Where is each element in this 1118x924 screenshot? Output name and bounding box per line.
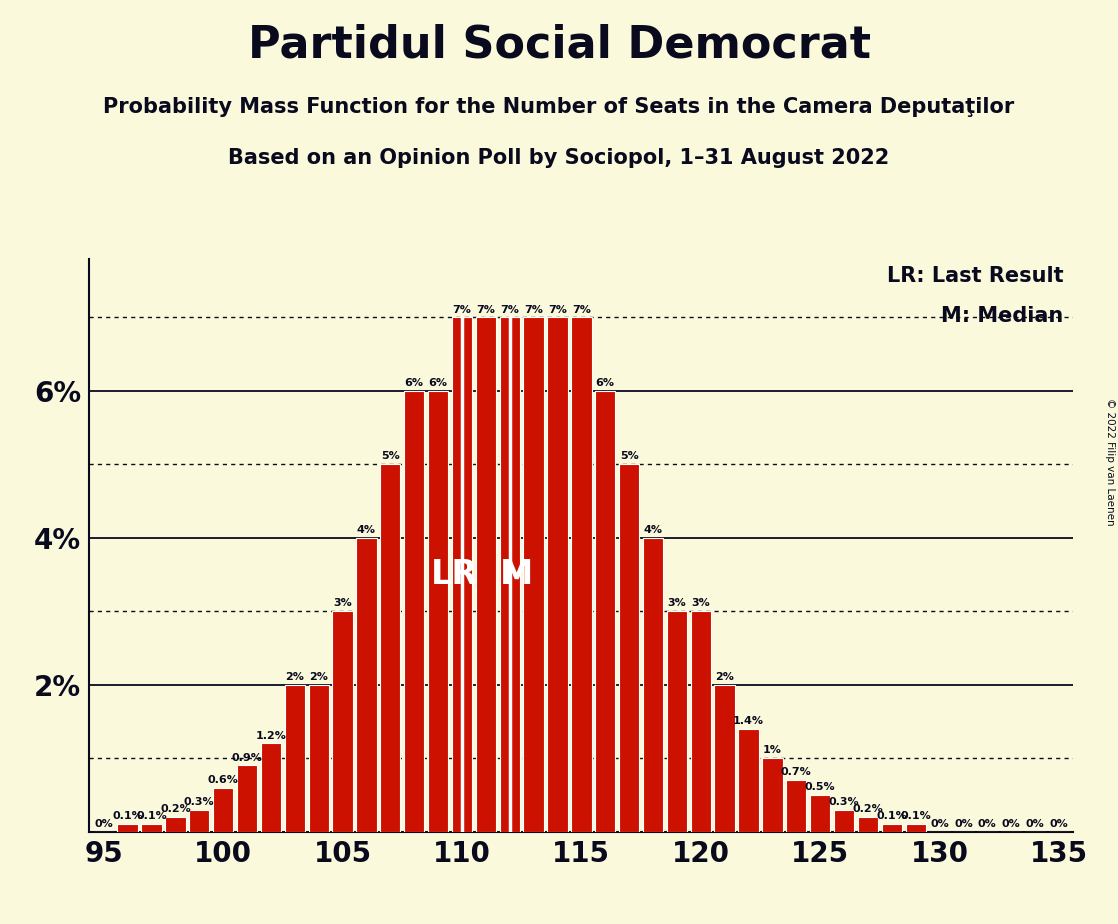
Text: Partidul Social Democrat: Partidul Social Democrat — [247, 23, 871, 67]
Text: 0.1%: 0.1% — [136, 811, 167, 821]
Bar — [811, 795, 831, 832]
Text: 0%: 0% — [930, 819, 949, 829]
Text: 6%: 6% — [405, 378, 424, 388]
Bar — [332, 612, 352, 832]
Bar — [523, 318, 543, 832]
Text: 7%: 7% — [500, 305, 519, 314]
Bar — [882, 824, 902, 832]
Text: 1%: 1% — [762, 746, 781, 755]
Bar — [357, 538, 377, 832]
Bar — [117, 824, 138, 832]
Text: Based on an Opinion Poll by Sociopol, 1–31 August 2022: Based on an Opinion Poll by Sociopol, 1–… — [228, 148, 890, 168]
Text: M: Median: M: Median — [941, 307, 1063, 326]
Bar — [762, 759, 783, 832]
Text: 5%: 5% — [619, 452, 638, 461]
Bar — [285, 685, 305, 832]
Bar — [428, 391, 448, 832]
Bar — [237, 765, 257, 832]
Text: 0.1%: 0.1% — [112, 811, 143, 821]
Text: 0.2%: 0.2% — [853, 804, 883, 814]
Text: 0.7%: 0.7% — [780, 767, 812, 777]
Text: 0.6%: 0.6% — [208, 774, 238, 784]
Text: 0%: 0% — [1002, 819, 1021, 829]
Bar — [666, 612, 688, 832]
Bar — [500, 318, 520, 832]
Bar — [475, 318, 496, 832]
Bar — [548, 318, 568, 832]
Text: 4%: 4% — [357, 525, 376, 535]
Text: M: M — [500, 558, 533, 591]
Text: 0.2%: 0.2% — [160, 804, 191, 814]
Text: 3%: 3% — [333, 599, 352, 608]
Text: 0.3%: 0.3% — [828, 796, 860, 807]
Text: Probability Mass Function for the Number of Seats in the Camera Deputaţilor: Probability Mass Function for the Number… — [103, 97, 1015, 117]
Text: 6%: 6% — [596, 378, 615, 388]
Text: 2%: 2% — [716, 672, 735, 682]
Text: 0.5%: 0.5% — [805, 782, 835, 792]
Text: 0%: 0% — [94, 819, 113, 829]
Bar — [309, 685, 329, 832]
Bar — [141, 824, 162, 832]
Bar — [165, 817, 186, 832]
Text: 0.1%: 0.1% — [900, 811, 931, 821]
Text: 3%: 3% — [667, 599, 686, 608]
Bar — [738, 729, 759, 832]
Text: 0%: 0% — [954, 819, 973, 829]
Bar — [380, 465, 400, 832]
Bar — [834, 809, 854, 832]
Text: 7%: 7% — [476, 305, 495, 314]
Text: LR: Last Result: LR: Last Result — [887, 266, 1063, 286]
Text: 2%: 2% — [285, 672, 304, 682]
Bar — [786, 780, 806, 832]
Bar — [643, 538, 663, 832]
Text: 7%: 7% — [524, 305, 543, 314]
Text: 0.3%: 0.3% — [184, 796, 215, 807]
Text: 1.2%: 1.2% — [256, 731, 286, 740]
Text: 7%: 7% — [572, 305, 590, 314]
Bar — [404, 391, 425, 832]
Text: 0%: 0% — [1050, 819, 1069, 829]
Bar — [571, 318, 591, 832]
Bar — [858, 817, 878, 832]
Text: 7%: 7% — [453, 305, 472, 314]
Text: 6%: 6% — [428, 378, 447, 388]
Text: 4%: 4% — [644, 525, 663, 535]
Text: 0%: 0% — [978, 819, 996, 829]
Bar — [906, 824, 926, 832]
Bar — [619, 465, 639, 832]
Bar — [714, 685, 735, 832]
Text: 0.1%: 0.1% — [877, 811, 907, 821]
Text: 0%: 0% — [1025, 819, 1044, 829]
Text: 7%: 7% — [548, 305, 567, 314]
Text: 2%: 2% — [310, 672, 328, 682]
Bar — [595, 391, 615, 832]
Text: 0.9%: 0.9% — [231, 752, 263, 762]
Bar — [214, 787, 234, 832]
Bar — [452, 318, 472, 832]
Bar — [189, 809, 209, 832]
Text: 1.4%: 1.4% — [733, 716, 764, 726]
Text: LR: LR — [432, 558, 479, 591]
Bar — [260, 744, 281, 832]
Text: 5%: 5% — [381, 452, 400, 461]
Bar — [691, 612, 711, 832]
Text: © 2022 Filip van Laenen: © 2022 Filip van Laenen — [1106, 398, 1115, 526]
Text: 3%: 3% — [691, 599, 710, 608]
